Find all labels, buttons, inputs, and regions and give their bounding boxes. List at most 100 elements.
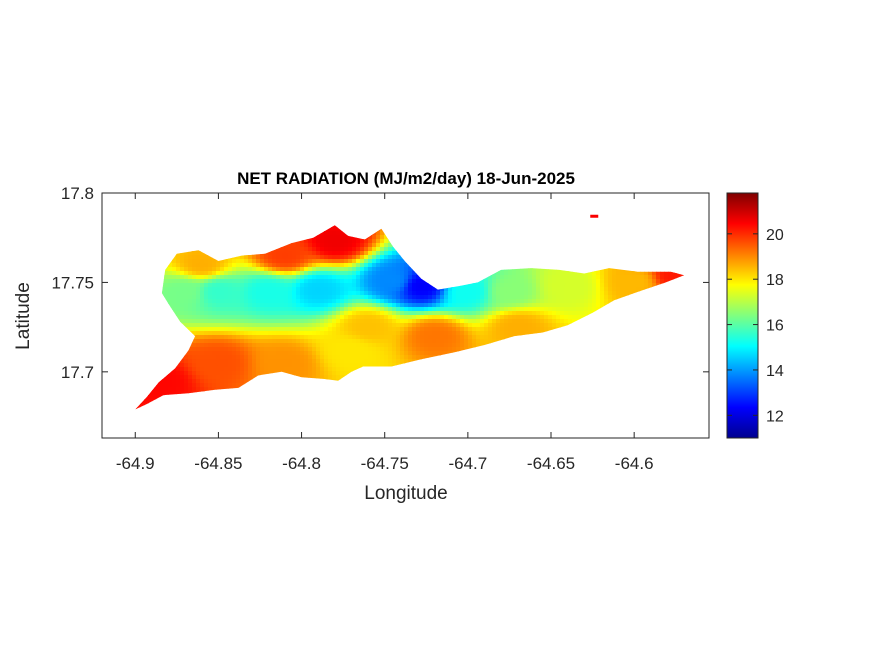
raster-cell (212, 307, 217, 312)
raster-cell (680, 327, 685, 332)
raster-cell (236, 287, 241, 292)
raster-cell (648, 339, 653, 344)
raster-cell (268, 263, 273, 268)
raster-cell (512, 347, 517, 352)
raster-cell (228, 347, 233, 352)
raster-cell (196, 267, 201, 272)
raster-cell (484, 225, 489, 228)
raster-cell (664, 311, 669, 316)
raster-cell (392, 235, 397, 240)
raster-cell (196, 225, 201, 228)
raster-cell (452, 323, 457, 328)
raster-cell (572, 263, 577, 268)
raster-cell (240, 323, 245, 328)
raster-cell (144, 227, 149, 232)
raster-cell (224, 331, 229, 336)
raster-cell (400, 347, 405, 352)
raster-cell (448, 259, 453, 264)
raster-cell (264, 327, 269, 332)
raster-cell (432, 243, 437, 248)
raster-cell (664, 319, 669, 324)
raster-cell (692, 335, 697, 340)
raster-cell (572, 319, 577, 324)
raster-cell (616, 339, 621, 344)
raster-cell (296, 287, 301, 292)
raster-cell (480, 291, 485, 296)
raster-cell (456, 227, 461, 232)
raster-cell (548, 215, 553, 220)
raster-cell (224, 251, 229, 256)
raster-cell (640, 315, 645, 320)
raster-cell (328, 247, 333, 252)
raster-cell (692, 259, 697, 264)
raster-cell (380, 243, 385, 248)
raster-cell (360, 225, 365, 228)
raster-cell (392, 307, 397, 312)
raster-cell (452, 331, 457, 336)
raster-cell (652, 343, 657, 348)
raster-cell (256, 243, 261, 248)
raster-cell (436, 243, 441, 248)
raster-cell (268, 243, 273, 248)
raster-cell (204, 243, 209, 248)
raster-cell (224, 255, 229, 260)
raster-cell (528, 311, 533, 316)
raster-cell (184, 283, 189, 288)
raster-cell (204, 355, 209, 360)
raster-cell (592, 335, 597, 340)
raster-cell (628, 295, 633, 300)
raster-cell (135, 351, 137, 356)
raster-cell (268, 235, 273, 240)
raster-cell (576, 295, 581, 300)
raster-cell (672, 335, 677, 340)
raster-cell (400, 219, 405, 224)
raster-cell (356, 315, 361, 320)
raster-cell (384, 215, 389, 220)
raster-cell (148, 327, 153, 332)
raster-cell (256, 219, 261, 224)
raster-cell (464, 279, 469, 284)
raster-cell (636, 243, 641, 248)
raster-cell (664, 295, 669, 300)
raster-cell (536, 351, 541, 356)
raster-cell (684, 227, 685, 232)
raster-cell (200, 355, 205, 360)
raster-cell (596, 225, 601, 228)
raster-cell (364, 351, 369, 356)
raster-cell (684, 251, 685, 256)
raster-cell (160, 319, 165, 324)
raster-cell (560, 279, 565, 284)
raster-cell (468, 219, 473, 224)
raster-cell (540, 251, 545, 256)
raster-cell (440, 255, 445, 260)
raster-cell (184, 243, 189, 248)
raster-cell (328, 315, 333, 320)
raster-cell (332, 251, 337, 256)
raster-cell (548, 335, 553, 340)
raster-cell (576, 335, 581, 340)
raster-cell (668, 299, 673, 304)
raster-cell (180, 251, 185, 256)
raster-cell (468, 315, 473, 320)
raster-cell (588, 263, 593, 268)
raster-cell (228, 263, 233, 268)
raster-cell (396, 307, 401, 312)
raster-cell (220, 331, 225, 336)
raster-cell (380, 251, 385, 256)
raster-cell (516, 307, 521, 312)
raster-cell (216, 307, 221, 312)
raster-cell (300, 327, 305, 332)
raster-cell (684, 299, 685, 304)
raster-cell (388, 295, 393, 300)
raster-cell (672, 307, 677, 312)
raster-cell (328, 295, 333, 300)
raster-cell (408, 225, 413, 228)
raster-cell (380, 307, 385, 312)
raster-cell (188, 259, 193, 264)
raster-cell (316, 327, 321, 332)
raster-cell (376, 247, 381, 252)
raster-cell (508, 225, 513, 228)
raster-cell (632, 275, 637, 280)
raster-cell (464, 331, 469, 336)
raster-cell (572, 287, 577, 292)
